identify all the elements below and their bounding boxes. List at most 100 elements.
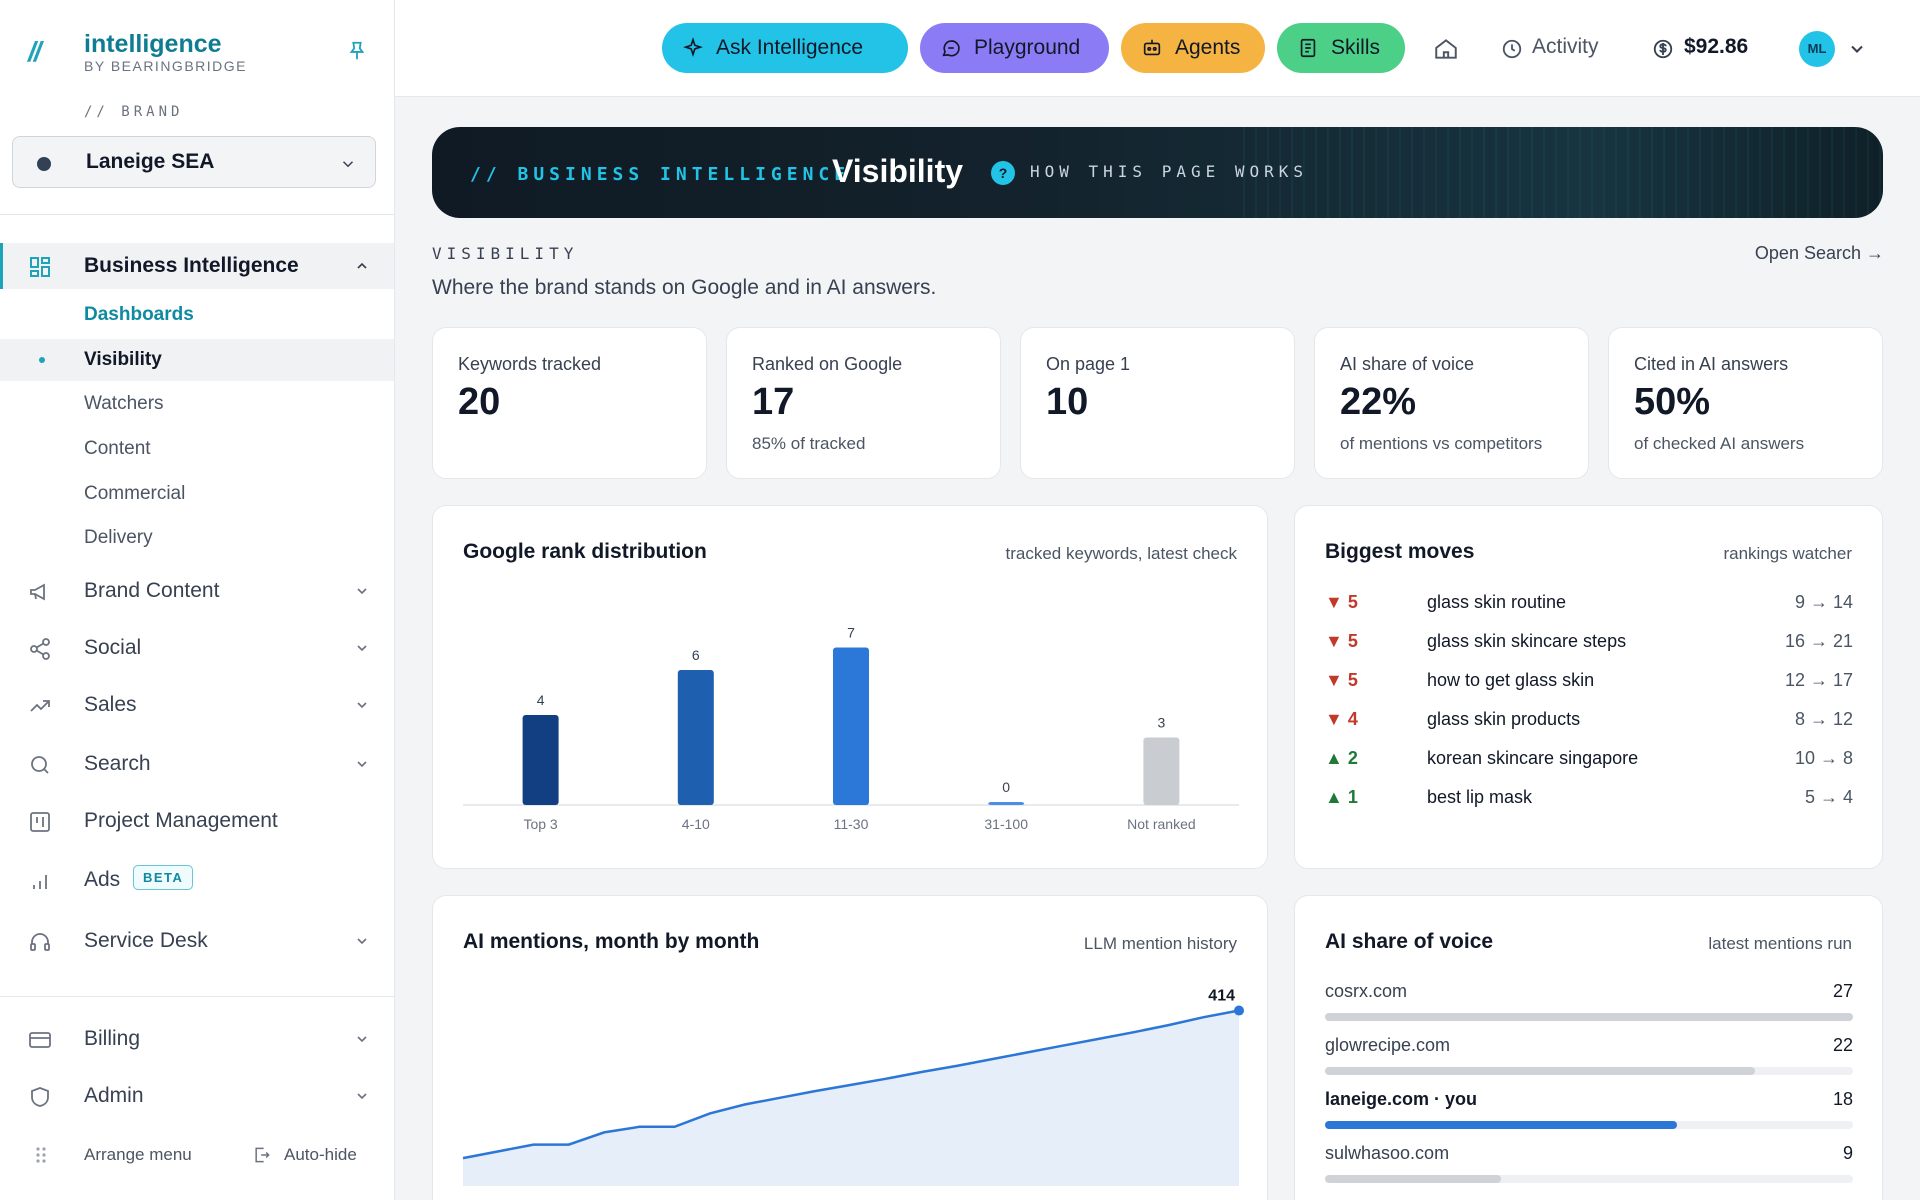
last-point-marker xyxy=(1234,1005,1244,1016)
moves-row[interactable]: ▲ 1 best lip mask 5 → 4 xyxy=(1325,783,1853,813)
nav-service-desk[interactable]: Service Desk xyxy=(0,918,394,964)
sub-item-label: Watchers xyxy=(84,393,164,414)
agents-button[interactable]: Agents xyxy=(1121,23,1265,73)
sub-item-visibility[interactable]: Visibility xyxy=(0,339,394,381)
balance-amount[interactable]: $92.86 xyxy=(1684,35,1749,58)
credit-card-icon xyxy=(29,1032,51,1048)
activity-link[interactable]: Activity xyxy=(1532,35,1599,58)
keyword: korean skincare singapore xyxy=(1427,748,1639,768)
pin-icon[interactable] xyxy=(346,40,368,62)
sidebar-footer: Billing Admin Arrange menu Auto-hide xyxy=(0,996,394,1200)
sub-item-label: Visibility xyxy=(84,349,162,370)
chevron-down-icon[interactable] xyxy=(1847,39,1867,59)
help-icon[interactable]: ? xyxy=(990,160,1016,186)
top-bar: Ask Intelligence Playground Agents Skill… xyxy=(395,0,1920,97)
sub-item-dashboards[interactable]: Dashboards xyxy=(0,294,394,336)
logo[interactable]: // intelligence BY BEARINGBRIDGE xyxy=(28,30,368,80)
home-icon[interactable] xyxy=(1433,36,1459,62)
kpi-subtext: 85% of tracked xyxy=(752,434,866,453)
x-tick-label: 31-100 xyxy=(984,816,1028,832)
sub-item-watchers[interactable]: Watchers xyxy=(0,383,394,425)
rank-change: 16 → 21 xyxy=(1784,631,1853,651)
panel-meta: tracked keywords, latest check xyxy=(1005,544,1237,563)
brand-label: // BRAND xyxy=(84,104,184,120)
nav-ads[interactable]: Ads BETA xyxy=(0,857,394,903)
rank-delta: ▼ 4 xyxy=(1325,709,1358,729)
nav-admin[interactable]: Admin xyxy=(0,1073,394,1119)
robot-icon xyxy=(1143,39,1161,56)
nav-billing[interactable]: Billing xyxy=(0,1016,394,1062)
shield-icon xyxy=(31,1087,49,1107)
sub-item-label: Commercial xyxy=(84,483,186,504)
moves-row[interactable]: ▼ 5 glass skin routine 9 → 14 xyxy=(1325,588,1853,618)
ask-intelligence-button[interactable]: Ask Intelligence xyxy=(662,23,908,73)
open-search-link[interactable]: Open Search → xyxy=(1754,243,1884,263)
sov-bar-track xyxy=(1325,1067,1853,1075)
sov-bar-fill xyxy=(1325,1175,1501,1183)
bar-11-30 xyxy=(833,647,869,805)
sub-item-delivery[interactable]: Delivery xyxy=(0,517,394,559)
moves-row[interactable]: ▼ 5 how to get glass skin 12 → 17 xyxy=(1325,666,1853,696)
keyword: best lip mask xyxy=(1427,787,1533,807)
sub-item-label: Content xyxy=(84,438,151,459)
mention-count: 22 xyxy=(1832,1035,1853,1055)
nav-search[interactable]: Search xyxy=(0,741,394,787)
kpi-label: Cited in AI answers xyxy=(1634,354,1789,374)
hero-eyebrow: // BUSINESS INTELLIGENCE xyxy=(470,164,851,185)
auto-hide-icon[interactable] xyxy=(252,1145,272,1165)
moves-row[interactable]: ▲ 2 korean skincare singapore 10 → 8 xyxy=(1325,744,1853,774)
sub-item-commercial[interactable]: Commercial xyxy=(0,473,394,515)
nav-business-intelligence[interactable]: Business Intelligence xyxy=(0,243,394,289)
sov-row[interactable]: glowrecipe.com 22 xyxy=(1325,1035,1853,1083)
book-icon xyxy=(1300,38,1316,58)
kpi-card-ai-share-of-voice: AI share of voice 22% of mentions vs com… xyxy=(1314,327,1589,479)
brand-dot-icon xyxy=(37,157,51,171)
section-eyebrow: VISIBILITY xyxy=(432,244,579,263)
domain-name: laneige.com · you xyxy=(1325,1089,1478,1109)
page-hero-banner: // BUSINESS INTELLIGENCE Visibility ? HO… xyxy=(432,127,1883,218)
how-this-page-works-link[interactable]: HOW THIS PAGE WORKS xyxy=(1030,162,1309,181)
sidebar-footer-actions: Arrange menu Auto-hide xyxy=(0,1141,394,1171)
dollar-icon xyxy=(1653,39,1673,59)
kpi-value: 20 xyxy=(458,381,501,423)
brand-selector[interactable]: Laneige SEA xyxy=(12,136,376,188)
beta-badge: BETA xyxy=(133,865,194,890)
nav-label: Ads xyxy=(84,868,121,891)
nav-label: Social xyxy=(84,636,142,659)
ai-mentions-chart: 414 xyxy=(462,988,1244,1186)
nav-label: Project Management xyxy=(84,809,278,832)
sub-item-content[interactable]: Content xyxy=(0,428,394,470)
active-indicator xyxy=(0,243,3,289)
nav-brand-content[interactable]: Brand Content xyxy=(0,568,394,614)
button-label: Agents xyxy=(1175,36,1241,59)
auto-hide-button[interactable]: Auto-hide xyxy=(284,1145,357,1164)
nav-sales[interactable]: Sales xyxy=(0,682,394,728)
drag-handle-icon[interactable] xyxy=(34,1145,48,1165)
arrange-menu-button[interactable]: Arrange menu xyxy=(84,1145,192,1164)
nav-label: Brand Content xyxy=(84,579,220,602)
logo-name: intelligence xyxy=(84,30,222,58)
panel-meta: LLM mention history xyxy=(1083,934,1237,953)
chevron-down-icon xyxy=(357,588,367,595)
panel-meta: rankings watcher xyxy=(1723,544,1852,563)
bar-top-3 xyxy=(522,715,559,805)
clock-icon xyxy=(1502,39,1522,59)
playground-button[interactable]: Playground xyxy=(920,23,1109,73)
hero-pattern xyxy=(1243,127,1883,218)
mentions-line xyxy=(462,1009,1240,1160)
moves-row[interactable]: ▼ 4 glass skin products 8 → 12 xyxy=(1325,705,1853,735)
kpi-value: 50% xyxy=(1634,381,1711,423)
skills-button[interactable]: Skills xyxy=(1277,23,1405,73)
sov-row[interactable]: sulwhasoo.com 9 xyxy=(1325,1143,1853,1191)
x-tick-label: 11-30 xyxy=(834,816,869,832)
button-label: Playground xyxy=(974,36,1081,59)
nav-project-management[interactable]: Project Management xyxy=(0,798,394,844)
chevron-down-icon xyxy=(357,938,367,945)
sov-bar-fill xyxy=(1325,1013,1853,1021)
sov-row[interactable]: cosrx.com 27 xyxy=(1325,981,1853,1029)
sov-row-you[interactable]: laneige.com · you 18 xyxy=(1325,1089,1853,1137)
user-avatar[interactable]: ML xyxy=(1799,31,1835,67)
nav-label: Service Desk xyxy=(84,929,208,952)
nav-social[interactable]: Social xyxy=(0,625,394,671)
moves-row[interactable]: ▼ 5 glass skin skincare steps 16 → 21 xyxy=(1325,627,1853,657)
